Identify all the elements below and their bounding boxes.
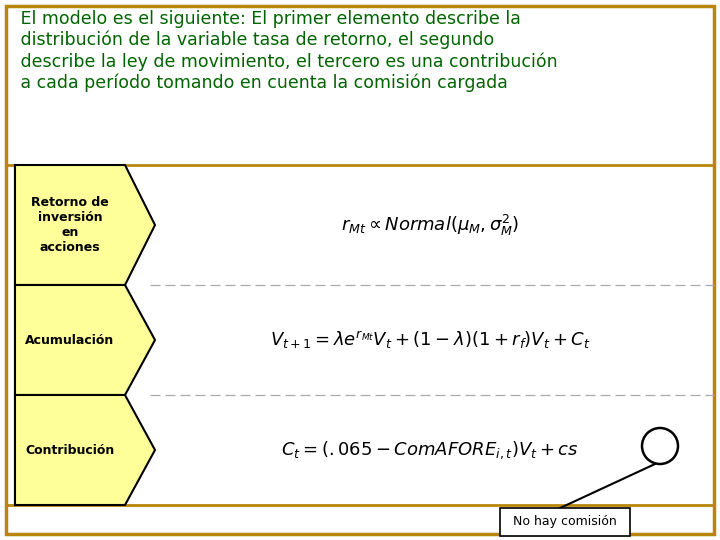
Text: El modelo es el siguiente: El primer elemento describe la
 distribución de la va: El modelo es el siguiente: El primer ele… — [15, 10, 557, 92]
Bar — [500, 508, 630, 536]
Polygon shape — [15, 285, 155, 395]
Text: Retorno de
inversión
en
acciones: Retorno de inversión en acciones — [31, 196, 109, 254]
Text: Contribución: Contribución — [25, 443, 114, 456]
Text: $C_t = (.065 - ComAFORE_{i,t})V_t + cs$: $C_t = (.065 - ComAFORE_{i,t})V_t + cs$ — [281, 439, 579, 461]
Polygon shape — [15, 395, 155, 505]
Text: $r_{Mt} \propto Normal(\mu_M, \sigma_M^2)$: $r_{Mt} \propto Normal(\mu_M, \sigma_M^2… — [341, 212, 519, 238]
Polygon shape — [15, 165, 155, 285]
Text: $V_{t+1} = \lambda e^{r_{Mt}} V_t + (1-\lambda)(1+r_f)V_t + C_t$: $V_{t+1} = \lambda e^{r_{Mt}} V_t + (1-\… — [269, 329, 590, 351]
Text: Acumulación: Acumulación — [25, 334, 114, 347]
Text: No hay comisión: No hay comisión — [513, 516, 617, 529]
